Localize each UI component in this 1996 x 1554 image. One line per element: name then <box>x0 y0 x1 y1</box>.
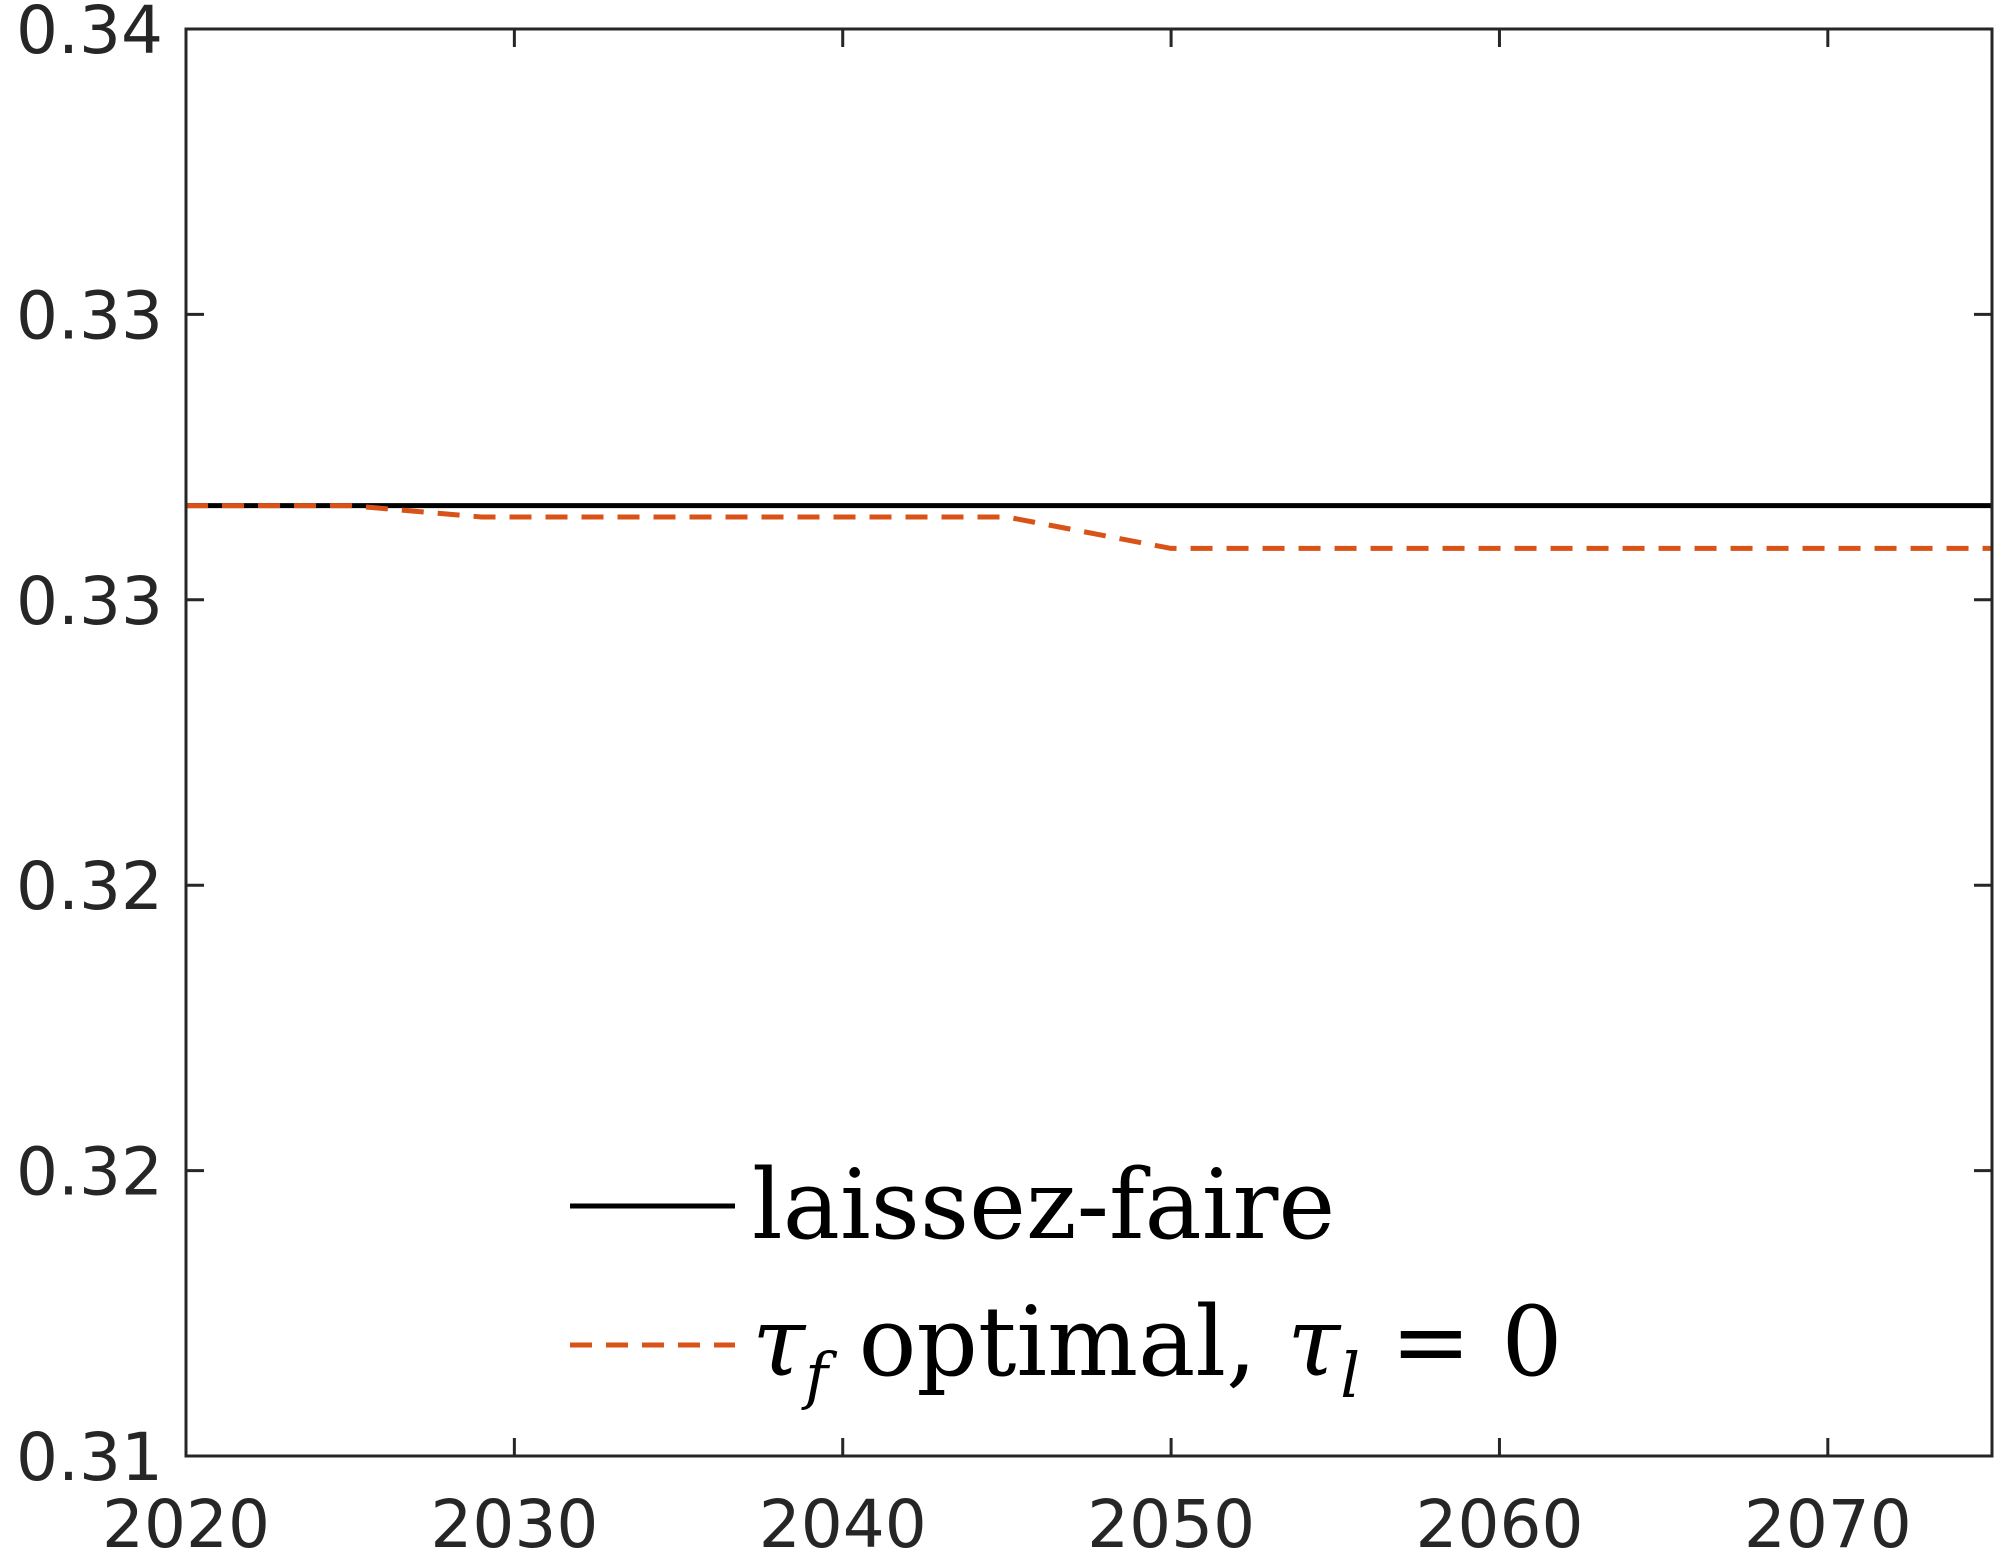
x-tick-label-1: 2030 <box>430 1486 598 1554</box>
legend-text-equals-zero: = 0 <box>1360 1286 1563 1398</box>
x-tick-label-2: 2040 <box>759 1486 927 1554</box>
y-tick-label-1: 0.32 <box>16 1134 163 1211</box>
legend-tau-symbol-2: τ <box>1287 1286 1342 1398</box>
x-tick-label-0: 2020 <box>102 1486 270 1554</box>
legend-tau-symbol: τ <box>752 1286 807 1398</box>
y-tick-label-3: 0.33 <box>16 563 163 640</box>
y-tick-label-5: 0.34 <box>16 0 163 69</box>
legend-label-laissez-faire: laissez-faire <box>752 1149 1335 1261</box>
x-tick-label-3: 2050 <box>1087 1486 1255 1554</box>
y-tick-label-0: 0.31 <box>16 1419 163 1496</box>
axes-box <box>184 27 1994 1458</box>
x-tick-label-4: 2060 <box>1415 1486 1583 1554</box>
ticks-layer <box>184 27 1992 1458</box>
x-tick-label-5: 2070 <box>1744 1486 1912 1554</box>
legend: laissez-faire τf optimal, τl = 0 <box>570 1149 1563 1412</box>
legend-subscript-l: l <box>1340 1339 1360 1412</box>
legend-label-tau-f-optimal: τf optimal, τl = 0 <box>752 1286 1563 1412</box>
labels-layer: 2020 2030 2040 2050 2060 2070 0.31 0.32 0.32 0.33… <box>16 0 1912 1554</box>
y-tick-label-4: 0.33 <box>16 277 163 354</box>
series-layer <box>186 503 1992 551</box>
legend-text-optimal: optimal, <box>828 1286 1287 1398</box>
y-tick-label-2: 0.32 <box>16 848 163 925</box>
series-line-1 <box>186 503 1992 551</box>
